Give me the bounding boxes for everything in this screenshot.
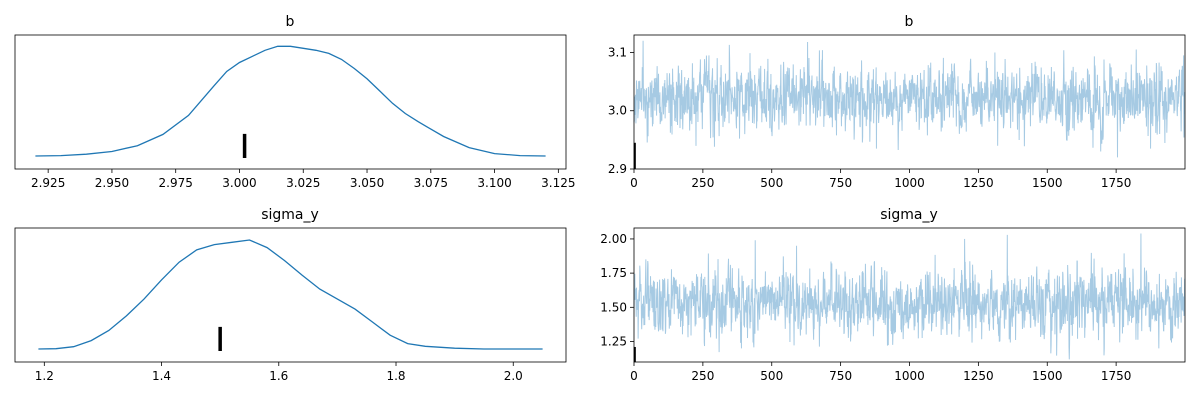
x-tick-label: 1500 — [1032, 369, 1063, 383]
axes-frame — [14, 227, 567, 363]
density-marks-sigma-y: 1.2 1.4 1.6 1.8 2.0 — [35, 239, 543, 383]
axes-frame — [633, 34, 1186, 170]
axes-frame — [633, 227, 1186, 363]
y-tick-label: 1.25 — [600, 334, 627, 348]
x-tick-label: 2.925 — [31, 176, 65, 190]
density-line — [38, 239, 543, 350]
y-tick-label: 3.0 — [608, 104, 627, 118]
x-tick-label: 2.975 — [159, 176, 193, 190]
density-panel-sigma-y: sigma_y 1.2 1.4 1.6 1.8 2.0 — [14, 207, 567, 383]
x-tick-label: 0 — [630, 369, 638, 383]
trace-panel-b: b 0 250 500 750 1000 1250 1500 1750 2.9 3.0 3.1 — [608, 14, 1186, 190]
x-tick-label: 1000 — [894, 369, 925, 383]
x-tick-label: 250 — [691, 176, 714, 190]
axes-frame — [14, 34, 567, 170]
trace-panel-sigma-y: sigma_y 0 250 500 750 1000 1250 1500 1750 1.25 1.… — [600, 207, 1186, 383]
y-tick-label: 1.50 — [600, 300, 627, 314]
x-tick-label: 1250 — [963, 176, 994, 190]
density-panel-b: b 2.925 2.950 2.975 3.000 3.025 3.050 3.075 3.1… — [14, 14, 576, 190]
density-marks-b: 2.925 2.950 2.975 3.000 3.025 3.050 3.075 3.100… — [31, 45, 576, 190]
x-tick-label: 1.8 — [386, 369, 405, 383]
panel-title: sigma_y — [261, 207, 319, 223]
x-tick-label: 1750 — [1101, 176, 1132, 190]
trace-marks-b: 0 250 500 750 1000 1250 1500 1750 2.9 3.0 3.1 — [608, 40, 1186, 190]
x-tick-label: 1.4 — [152, 369, 171, 383]
x-tick-label: 3.075 — [414, 176, 448, 190]
panel-title: b — [286, 14, 295, 30]
x-tick-label: 2.0 — [504, 369, 523, 383]
panel-title: sigma_y — [880, 207, 938, 223]
x-tick-label: 250 — [691, 369, 714, 383]
x-tick-label: 1.2 — [35, 369, 54, 383]
x-tick-label: 1000 — [894, 176, 925, 190]
y-tick-label: 2.9 — [608, 162, 627, 176]
x-tick-label: 1500 — [1032, 176, 1063, 190]
trace-marks-sigma-y: 0 250 500 750 1000 1250 1500 1750 1.25 1.50 1.75 2.… — [600, 232, 1186, 383]
density-line — [35, 45, 546, 157]
x-tick-label: 3.100 — [477, 176, 511, 190]
x-tick-label: 3.025 — [286, 176, 320, 190]
x-tick-label: 500 — [760, 369, 783, 383]
x-tick-label: 1250 — [963, 369, 994, 383]
y-tick-label: 2.00 — [600, 232, 627, 246]
x-tick-label: 0 — [630, 176, 638, 190]
x-tick-label: 500 — [760, 176, 783, 190]
x-tick-label: 3.050 — [350, 176, 384, 190]
x-tick-label: 3.125 — [541, 176, 575, 190]
x-tick-label: 750 — [829, 369, 852, 383]
x-tick-label: 1750 — [1101, 369, 1132, 383]
panel-title: b — [905, 14, 914, 30]
trace-line — [633, 40, 1186, 158]
y-tick-label: 3.1 — [608, 45, 627, 59]
trace-line — [633, 233, 1186, 360]
y-tick-label: 1.75 — [600, 266, 627, 280]
x-tick-label: 3.000 — [222, 176, 256, 190]
x-tick-label: 1.6 — [269, 369, 288, 383]
x-tick-label: 2.950 — [95, 176, 129, 190]
x-tick-label: 750 — [829, 176, 852, 190]
